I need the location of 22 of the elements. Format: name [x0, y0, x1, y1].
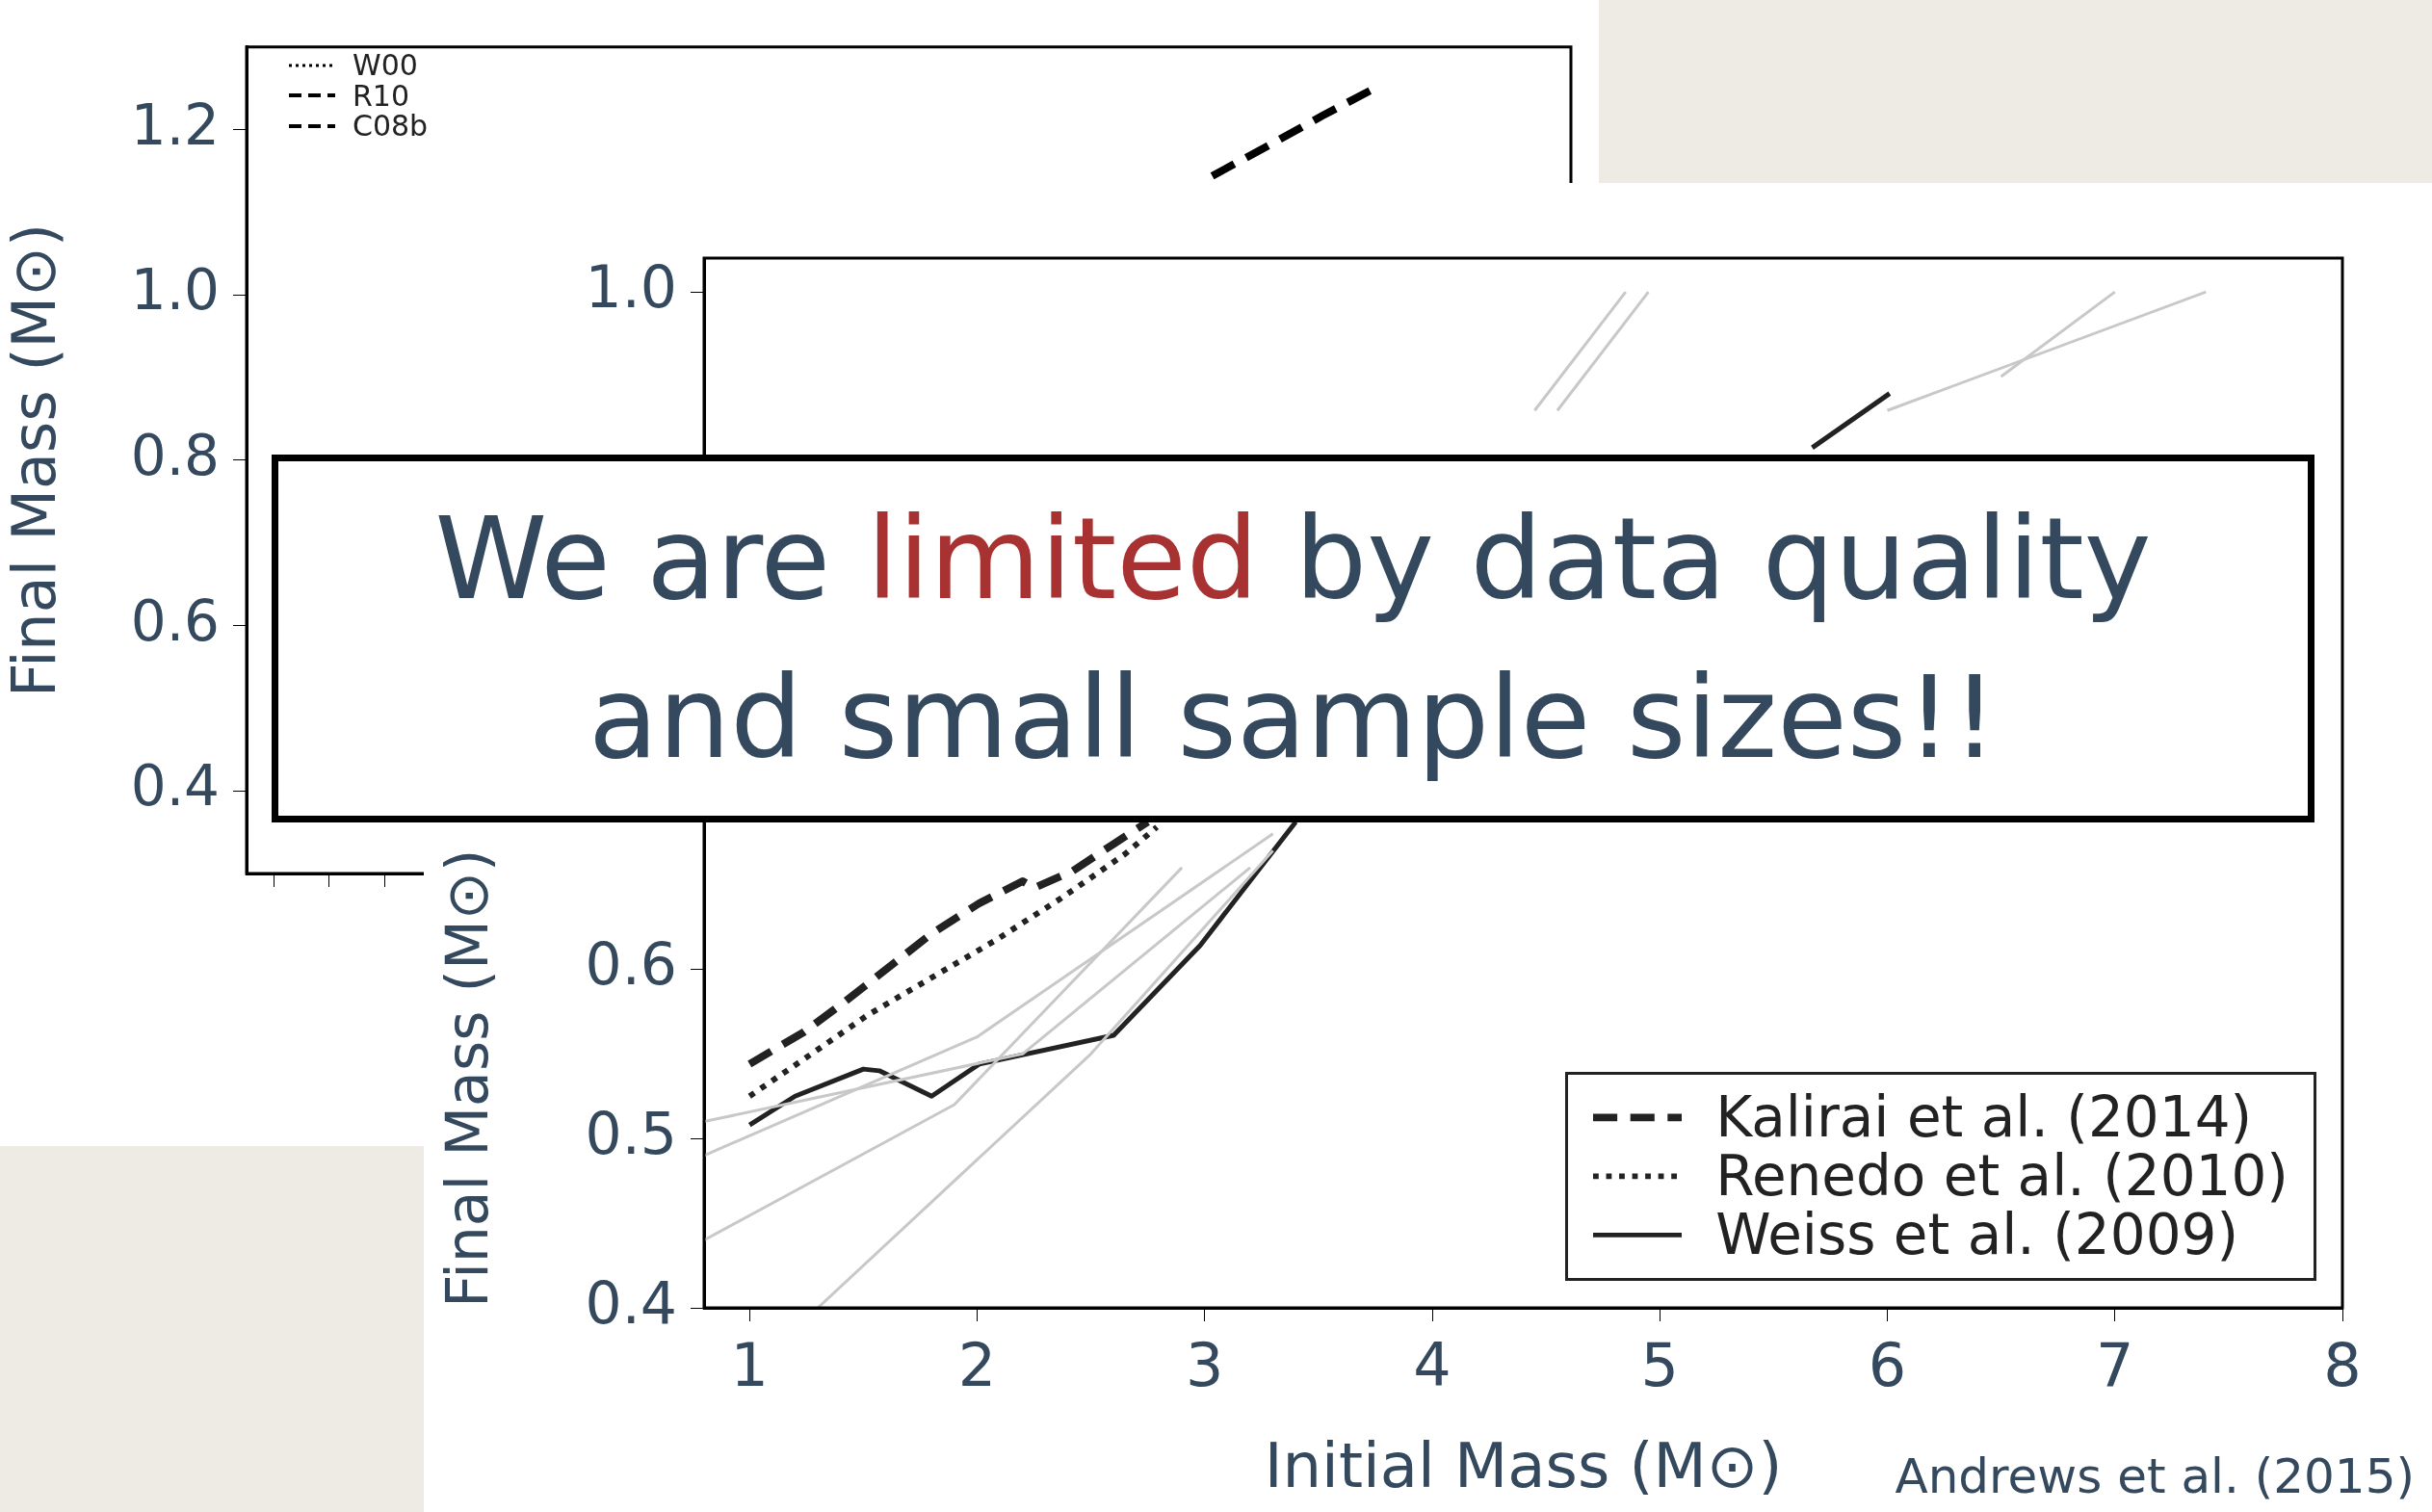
- y-tick-label: 0.6: [585, 929, 677, 998]
- y-axis-title: Final Mass (M⊙): [0, 222, 70, 698]
- y-tick-label: 0.5: [585, 1099, 677, 1167]
- y-tick-label: 0.8: [130, 422, 220, 488]
- x-axis-title: Initial Mass (M⊙): [1264, 1430, 1783, 1502]
- x-tick-label: 2: [957, 1330, 997, 1401]
- x-tick-label: 5: [1640, 1330, 1679, 1401]
- y-axis-title: Final Mass (M⊙): [432, 848, 501, 1308]
- y-tick-label: 0.4: [130, 753, 220, 820]
- text: Andrews et al. (2015): [1895, 1448, 2415, 1504]
- y-tick-label: 1.0: [130, 257, 220, 324]
- y-tick-label: 1.0: [585, 252, 677, 321]
- y-tick-label: 1.2: [130, 91, 220, 158]
- x-tick-label: 1: [730, 1330, 769, 1401]
- y-tick-label: 0.6: [130, 587, 220, 654]
- x-tick-label: 7: [2096, 1330, 2134, 1401]
- x-tick-label: 8: [2323, 1330, 2362, 1401]
- text: We are limited by data quality and small sample sizes!!: [434, 491, 2152, 784]
- x-tick-label: 4: [1413, 1330, 1451, 1401]
- x-tick-label: 3: [1186, 1330, 1224, 1401]
- y-tick-label: 0.4: [585, 1268, 677, 1337]
- x-tick-label: 6: [1868, 1330, 1907, 1401]
